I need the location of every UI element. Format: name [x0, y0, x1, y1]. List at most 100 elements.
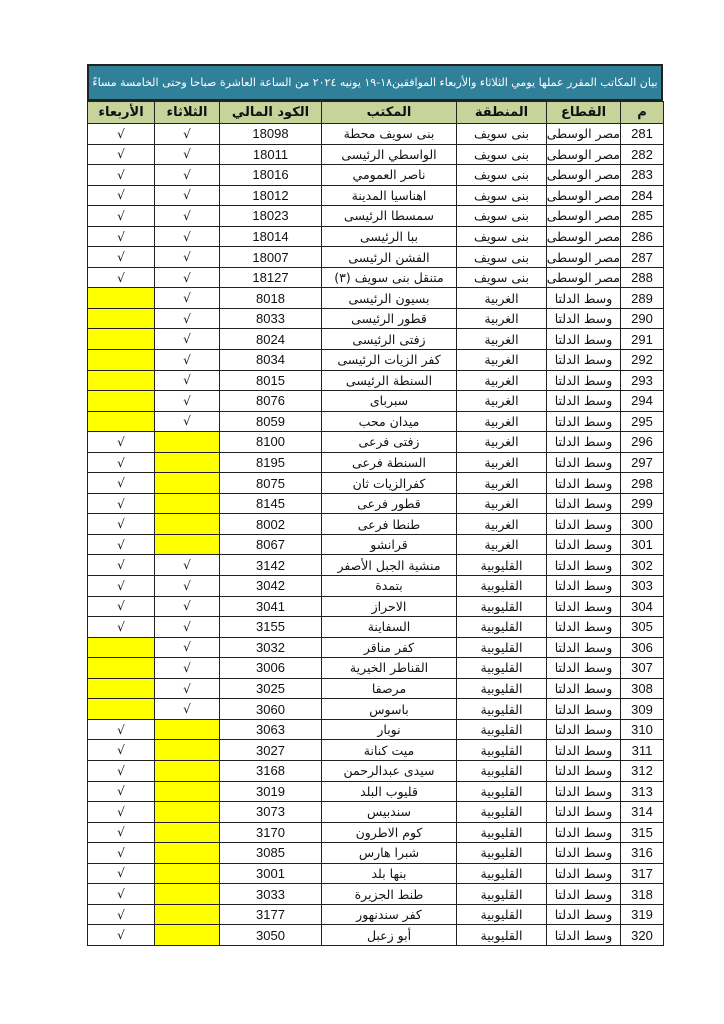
- office-cell: ببا الرئيسى: [321, 225, 457, 248]
- tuesday-cell: √: [154, 266, 220, 289]
- region-cell: القليوبية: [456, 903, 547, 926]
- table-row: √ 8100 زفتى فرعى الغربية وسط الدلتا 296: [87, 431, 664, 453]
- office-cell: كفر الزيات الرئيسى: [321, 349, 457, 371]
- table-row: √ 3027 ميت كنانة القليوبية وسط الدلتا 311: [87, 739, 664, 761]
- offices-schedule-document: بيان المكاتب المقرر عملها يومي الثلاثاء …: [87, 64, 664, 946]
- office-cell: بنها بلد: [321, 862, 457, 885]
- tuesday-cell: √: [154, 554, 220, 577]
- number-cell: 305: [620, 616, 664, 638]
- column-header-office: المكتب: [321, 101, 457, 124]
- tuesday-cell: √: [154, 616, 220, 638]
- table-row: √ 3073 سندبيس القليوبية وسط الدلتا 314: [87, 801, 664, 823]
- sector-cell: وسط الدلتا: [546, 924, 621, 946]
- number-cell: 288: [620, 266, 664, 289]
- tuesday-cell: √: [154, 677, 220, 700]
- financial-code-cell: 8015: [219, 369, 322, 392]
- check-mark-icon: √: [117, 147, 125, 162]
- tuesday-cell: √: [154, 575, 220, 597]
- region-cell: القليوبية: [456, 759, 547, 782]
- check-mark-icon: √: [183, 702, 191, 717]
- wednesday-cell: √: [87, 533, 155, 556]
- table-row: √ 3085 شبرا هارس القليوبية وسط الدلتا 316: [87, 842, 664, 864]
- check-mark-icon: √: [183, 208, 191, 223]
- check-mark-icon: √: [117, 866, 125, 881]
- financial-code-cell: 3155: [219, 616, 322, 638]
- financial-code-cell: 18127: [219, 266, 322, 289]
- financial-code-cell: 3060: [219, 698, 322, 720]
- table-row: √ 3170 كوم الاطرون القليوبية وسط الدلتا 315: [87, 821, 664, 844]
- region-cell: القليوبية: [456, 657, 547, 679]
- tuesday-cell: [154, 451, 220, 474]
- sector-cell: وسط الدلتا: [546, 369, 621, 392]
- table-row: √ 8145 قطور فرعى الغربية وسط الدلتا 299: [87, 492, 664, 515]
- tuesday-cell: √: [154, 595, 220, 618]
- sector-cell: وسط الدلتا: [546, 533, 621, 556]
- tuesday-cell: √: [154, 307, 220, 330]
- financial-code-cell: 18098: [219, 123, 322, 145]
- wednesday-cell: √: [87, 821, 155, 844]
- number-cell: 295: [620, 410, 664, 433]
- wednesday-cell: √: [87, 883, 155, 905]
- financial-code-cell: 8195: [219, 451, 322, 474]
- table-row: √ 8195 السنطة فرعى الغربية وسط الدلتا 297: [87, 451, 664, 474]
- tuesday-cell: [154, 431, 220, 453]
- table-row: √ √ 3042 بتمدة القليوبية وسط الدلتا 303: [87, 575, 664, 597]
- office-cell: سيدى عبدالرحمن: [321, 759, 457, 782]
- table-row: √ √ 3155 السفاينة القليوبية وسط الدلتا 305: [87, 616, 664, 638]
- tuesday-cell: √: [154, 184, 220, 207]
- wednesday-cell: √: [87, 205, 155, 227]
- header-row: الأربعاء الثلاثاء الكود المالي المكتب ال…: [87, 101, 664, 124]
- region-cell: الغربية: [456, 410, 547, 433]
- region-cell: القليوبية: [456, 575, 547, 597]
- tuesday-cell: √: [154, 123, 220, 145]
- wednesday-cell: √: [87, 759, 155, 782]
- tuesday-cell: [154, 513, 220, 535]
- sector-cell: وسط الدلتا: [546, 698, 621, 720]
- financial-code-cell: 8002: [219, 513, 322, 535]
- office-cell: ميدان محب: [321, 410, 457, 433]
- check-mark-icon: √: [117, 619, 125, 634]
- check-mark-icon: √: [117, 784, 125, 799]
- wednesday-cell: √: [87, 184, 155, 207]
- wednesday-cell: √: [87, 554, 155, 577]
- check-mark-icon: √: [117, 208, 125, 223]
- number-cell: 285: [620, 205, 664, 227]
- wednesday-cell: √: [87, 862, 155, 885]
- financial-code-cell: 3006: [219, 657, 322, 679]
- number-cell: 300: [620, 513, 664, 535]
- tuesday-cell: [154, 903, 220, 926]
- office-cell: باسوس: [321, 698, 457, 720]
- check-mark-icon: √: [117, 126, 125, 141]
- sector-cell: وسط الدلتا: [546, 718, 621, 741]
- tuesday-cell: [154, 883, 220, 905]
- check-mark-icon: √: [117, 476, 125, 491]
- offices-table: الأربعاء الثلاثاء الكود المالي المكتب ال…: [87, 101, 664, 946]
- column-header-number: م: [620, 101, 664, 124]
- wednesday-cell: √: [87, 739, 155, 761]
- table-row: √ 3168 سيدى عبدالرحمن القليوبية وسط الدلتا 31…: [87, 759, 664, 782]
- column-header-tuesday: الثلاثاء: [154, 101, 220, 124]
- number-cell: 287: [620, 246, 664, 268]
- sector-cell: وسط الدلتا: [546, 759, 621, 782]
- check-mark-icon: √: [183, 229, 191, 244]
- office-cell: شبرا هارس: [321, 842, 457, 864]
- financial-code-cell: 3001: [219, 862, 322, 885]
- number-cell: 289: [620, 287, 664, 309]
- tuesday-cell: √: [154, 143, 220, 166]
- office-cell: كفرالزيات ثان: [321, 472, 457, 494]
- office-cell: السنطة فرعى: [321, 451, 457, 474]
- financial-code-cell: 18023: [219, 205, 322, 227]
- office-cell: كفر سندنهور: [321, 903, 457, 926]
- column-header-wednesday: الأربعاء: [87, 101, 155, 124]
- financial-code-cell: 3177: [219, 903, 322, 926]
- region-cell: القليوبية: [456, 780, 547, 803]
- number-cell: 315: [620, 821, 664, 844]
- number-cell: 316: [620, 842, 664, 864]
- sector-cell: وسط الدلتا: [546, 780, 621, 803]
- tuesday-cell: √: [154, 636, 220, 659]
- tuesday-cell: √: [154, 369, 220, 392]
- table-row: √ √ 18023 سمسطا الرئيسى بنى سويف مصر الوسطى 28…: [87, 205, 664, 227]
- financial-code-cell: 8075: [219, 472, 322, 494]
- region-cell: بنى سويف: [456, 246, 547, 268]
- check-mark-icon: √: [183, 188, 191, 203]
